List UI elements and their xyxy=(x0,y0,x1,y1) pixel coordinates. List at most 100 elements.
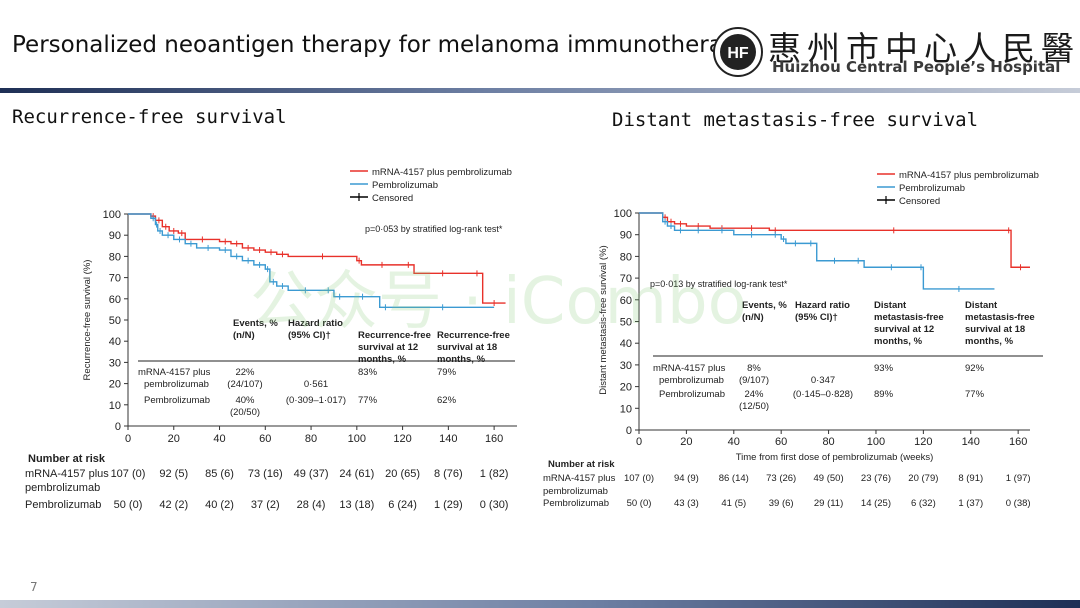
chart0-table-header: Hazard ratio xyxy=(288,318,343,329)
chart0-risk-value: 92 (5) xyxy=(159,468,188,480)
chart0-table-header: Events, % xyxy=(233,318,278,329)
chart0-x-tick-label: 0 xyxy=(125,433,131,445)
chart1-table-12m: 93% xyxy=(874,363,894,374)
chart1-y-tick-label: 90 xyxy=(620,230,632,242)
chart0-risk-value: 13 (18) xyxy=(339,499,374,511)
chart1-risk-row-label: Pembrolizumab xyxy=(543,498,609,509)
chart1-table-header: survival at 12 xyxy=(874,324,934,335)
chart1-table-18m: 92% xyxy=(965,363,985,374)
chart1-table-header: Events, % xyxy=(742,300,787,311)
chart1-table-header: (95% CI)† xyxy=(795,312,838,323)
chart1-table-18m: 77% xyxy=(965,389,985,400)
chart1-x-tick-label: 80 xyxy=(822,436,834,448)
chart1-legend-label: mRNA-4157 plus pembrolizumab xyxy=(899,170,1039,181)
chart0-table-header: Recurrence-free xyxy=(358,330,431,341)
chart1-table-arm: pembrolizumab xyxy=(659,375,724,386)
chart1-table-arm: Pembrolizumab xyxy=(659,389,725,400)
page-title: Personalized neoantigen therapy for mela… xyxy=(12,32,751,58)
chart1-table-header: survival at 18 xyxy=(965,324,1025,335)
chart1-x-tick-label: 20 xyxy=(680,436,692,448)
chart1-risk-value: 8 (91) xyxy=(958,473,983,484)
chart1-risk-value: 49 (50) xyxy=(814,473,844,484)
chart1-x-tick-label: 120 xyxy=(914,436,932,448)
chart0-table-events: (20/50) xyxy=(230,407,260,418)
chart0-risk-row-label: pembrolizumab xyxy=(25,482,100,494)
chart1-pvalue: p=0·013 by stratified log-rank test* xyxy=(650,279,788,289)
chart0-x-tick-label: 40 xyxy=(213,433,225,445)
chart0-risk-value: 50 (0) xyxy=(114,499,143,511)
chart0-risk-row-label: Pembrolizumab xyxy=(25,499,101,511)
chart1-x-tick-label: 140 xyxy=(962,436,980,448)
chart1-risk-value: 6 (32) xyxy=(911,498,936,509)
chart0-table-header: (n/N) xyxy=(233,330,255,341)
chart0-table-header: (95% CI)† xyxy=(288,330,331,341)
chart1-y-tick-label: 20 xyxy=(620,382,632,394)
chart0-risk-value: 1 (82) xyxy=(480,468,509,480)
page-number: 7 xyxy=(30,580,38,594)
chart1-y-tick-label: 60 xyxy=(620,295,632,307)
chart0-risk-value: 28 (4) xyxy=(297,499,326,511)
chart1-x-tick-label: 0 xyxy=(636,436,642,448)
chart0-table-events: (24/107) xyxy=(227,379,262,390)
chart0-y-axis-label: Recurrence-free survival (%) xyxy=(82,260,93,381)
chart0-table-hr: (0·309–1·017) xyxy=(286,395,346,406)
chart0-legend-label: mRNA-4157 plus pembrolizumab xyxy=(372,167,512,178)
chart0-risk-value: 37 (2) xyxy=(251,499,280,511)
chart0-x-tick-label: 100 xyxy=(348,433,366,445)
chart1-table-12m: 89% xyxy=(874,389,894,400)
chart0-table-events: 22% xyxy=(235,367,255,378)
chart0-y-tick-label: 10 xyxy=(109,400,121,412)
chart0-table-header: Recurrence-free xyxy=(437,330,510,341)
chart1-risk-value: 107 (0) xyxy=(624,473,654,484)
chart1-y-tick-label: 100 xyxy=(614,208,632,220)
chart0-y-tick-label: 0 xyxy=(115,421,121,433)
chart0-table-header: months, % xyxy=(358,354,407,365)
chart0-x-tick-label: 60 xyxy=(259,433,271,445)
chart1-x-tick-label: 40 xyxy=(728,436,740,448)
chart0-y-tick-label: 20 xyxy=(109,379,121,391)
chart0-x-tick-label: 140 xyxy=(439,433,457,445)
chart1-risk-value: 23 (76) xyxy=(861,473,891,484)
chart1-y-tick-label: 0 xyxy=(626,425,632,437)
chart0-table-header: survival at 12 xyxy=(358,342,418,353)
chart1-risk-row-label: mRNA-4157 plus xyxy=(543,473,616,484)
header-divider xyxy=(0,88,1080,93)
chart0-y-tick-label: 40 xyxy=(109,336,121,348)
chart1-risk-value: 1 (97) xyxy=(1006,473,1031,484)
chart0-table-arm: mRNA-4157 plus xyxy=(138,367,211,378)
chart0-risk-value: 73 (16) xyxy=(248,468,283,480)
chart1-risk-value: 50 (0) xyxy=(627,498,652,509)
dmfs-panel-title: Distant metastasis-free survival xyxy=(612,109,979,131)
chart1-y-axis-label: Distant metastasis-free survival (%) xyxy=(598,245,609,394)
chart0-risk-value: 0 (30) xyxy=(480,499,509,511)
chart1-table-header: months, % xyxy=(965,336,1014,347)
hospital-name-cn: 惠州市中心人民醫院 xyxy=(768,29,1080,68)
chart1-risk-value: 73 (26) xyxy=(766,473,796,484)
chart0-risk-value: 6 (24) xyxy=(388,499,417,511)
chart0-pvalue: p=0·053 by stratified log-rank test* xyxy=(365,224,503,234)
chart1-risk-row-label: pembrolizumab xyxy=(543,486,608,497)
chart0-y-tick-label: 70 xyxy=(109,273,121,285)
chart1-y-tick-label: 80 xyxy=(620,251,632,263)
chart0-risk-value: 42 (2) xyxy=(159,499,188,511)
chart1-x-tick-label: 60 xyxy=(775,436,787,448)
chart1-table-header: Distant xyxy=(874,300,907,311)
chart1-table-header: metastasis-free xyxy=(874,312,944,323)
chart1-series-line-1 xyxy=(639,212,995,290)
chart0-y-tick-label: 80 xyxy=(109,251,121,263)
hospital-name-en: Huizhou Central People’s Hospital xyxy=(772,58,1061,76)
chart1-risk-value: 14 (25) xyxy=(861,498,891,509)
chart0-risk-value: 1 (29) xyxy=(434,499,463,511)
chart1-risk-value: 1 (37) xyxy=(958,498,983,509)
chart0-legend-label: Censored xyxy=(372,193,413,204)
chart0-table-18m: 79% xyxy=(437,367,457,378)
chart0-table-header: survival at 18 xyxy=(437,342,497,353)
chart1-series-line-0 xyxy=(639,212,1030,268)
chart1-risk-title: Number at risk xyxy=(548,459,615,470)
chart1-risk-value: 94 (9) xyxy=(674,473,699,484)
chart0-table-events: 40% xyxy=(235,395,255,406)
chart0-x-tick-label: 80 xyxy=(305,433,317,445)
rfs-panel-title: Recurrence-free survival xyxy=(12,106,287,128)
chart1-y-tick-label: 30 xyxy=(620,360,632,372)
